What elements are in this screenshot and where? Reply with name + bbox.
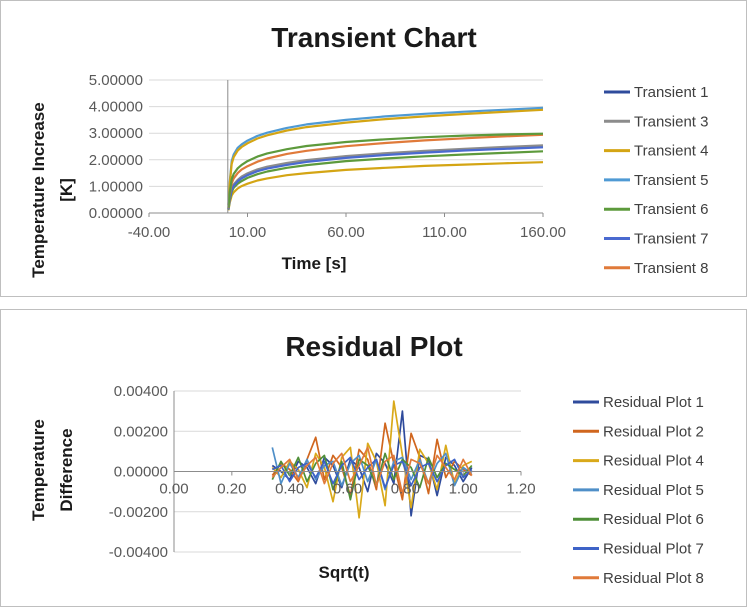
series-lines — [271, 400, 473, 519]
y-axis-title-line1: Temperature Increase — [29, 102, 48, 277]
legend-entry: Transient 7 — [634, 231, 708, 248]
y-tick-label: 0.00000 — [114, 464, 168, 481]
series-line-5 — [271, 452, 473, 501]
series-line-3 — [227, 161, 544, 211]
series-line-3 — [271, 400, 473, 519]
x-axis-title: Sqrt(t) — [319, 563, 370, 582]
y-tick-label: 5.00000 — [89, 72, 143, 89]
series-line-9 — [227, 132, 544, 208]
legend-entry: Transient 8 — [634, 260, 708, 277]
y-tick-label: 0.00200 — [114, 423, 168, 440]
series-line-7 — [271, 446, 473, 495]
legend: Transient 1 Transient 3 Transient 4 Transie… — [604, 84, 708, 277]
legend-entry: Residual Plot 6 — [603, 511, 704, 528]
x-tick-label: 0.80 — [391, 481, 420, 498]
legend-entry: Transient 4 — [634, 143, 708, 160]
axes — [148, 80, 544, 217]
x-tick-label: 0.40 — [275, 481, 304, 498]
x-tick-label: 10.00 — [229, 224, 267, 241]
y-tick-label: -0.00400 — [109, 544, 168, 561]
legend-entry: Transient 6 — [634, 201, 708, 218]
transient-chart: Transient Chart Time [s] Temperature Inc… — [29, 22, 708, 278]
series-lines — [227, 106, 544, 211]
residual-plot-panel: Residual Plot Sqrt(t) Temperature Differ… — [0, 309, 747, 607]
series-line-7 — [227, 133, 544, 209]
series-line-4 — [271, 447, 473, 491]
y-tick-label: 1.00000 — [89, 178, 143, 195]
legend: Residual Plot 1 Residual Plot 2 Residual P… — [573, 394, 704, 587]
tick-labels: 0.00000 1.00000 2.00000 3.00000 4.00000 5.000… — [89, 72, 566, 241]
y-axis-title-line2: [K] — [57, 178, 76, 202]
y-tick-label: 0.00400 — [114, 383, 168, 400]
x-tick-label: 0.00 — [159, 481, 188, 498]
y-tick-label: -0.00200 — [109, 504, 168, 521]
legend-entry: Residual Plot 5 — [603, 482, 704, 499]
residual-plot: Residual Plot Sqrt(t) Temperature Differ… — [29, 331, 704, 587]
y-tick-label: 4.00000 — [89, 99, 143, 116]
series-line-6 — [227, 146, 544, 210]
x-tick-label: 160.00 — [520, 224, 566, 241]
x-tick-label: 60.00 — [327, 224, 365, 241]
y-tick-label: 0.00000 — [89, 205, 143, 222]
y-tick-label: 2.00000 — [89, 152, 143, 169]
legend-entry: Transient 1 — [634, 84, 708, 101]
x-tick-label: 0.60 — [333, 481, 362, 498]
x-tick-label: 110.00 — [422, 224, 467, 241]
x-tick-label: 1.20 — [506, 481, 535, 498]
axes — [173, 391, 522, 552]
chart-title: Transient Chart — [271, 22, 476, 53]
legend-entry: Residual Plot 7 — [603, 541, 704, 558]
y-axis-title-line1: Temperature — [29, 419, 48, 521]
chart-title: Residual Plot — [285, 331, 462, 362]
x-tick-label: 1.00 — [449, 481, 478, 498]
legend-entry: Residual Plot 1 — [603, 394, 704, 411]
x-tick-label: -40.00 — [128, 224, 171, 241]
legend-entry: Transient 5 — [634, 172, 708, 189]
transient-chart-panel: Transient Chart Time [s] Temperature Inc… — [0, 0, 747, 297]
legend-entry: Residual Plot 2 — [603, 423, 704, 440]
x-axis-title: Time [s] — [282, 254, 347, 273]
tick-labels: -0.00400 -0.00200 0.00000 0.00200 0.00400 0.0… — [109, 383, 536, 561]
legend-entry: Transient 3 — [634, 113, 708, 130]
legend-entry: Residual Plot 8 — [603, 570, 704, 587]
series-line-8 — [227, 108, 544, 206]
x-tick-label: 0.20 — [217, 481, 246, 498]
y-axis-title-line2: Difference — [57, 428, 76, 511]
legend-entry: Residual Plot 4 — [603, 453, 704, 470]
y-tick-label: 3.00000 — [89, 125, 143, 142]
